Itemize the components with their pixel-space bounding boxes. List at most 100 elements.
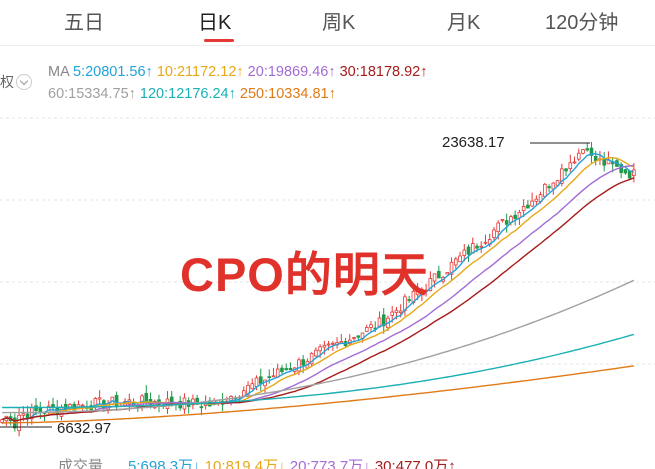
candle-body bbox=[258, 376, 263, 384]
candle-body bbox=[339, 341, 344, 344]
tab-monthly-k[interactable]: 月K bbox=[447, 12, 481, 34]
candle-body bbox=[593, 155, 598, 162]
candle-body bbox=[297, 359, 301, 372]
volume-values: 5:698.3万↓ 10:819.4万↓ 20:773.7万↓ 30:477.0… bbox=[128, 455, 456, 469]
candle-body bbox=[589, 147, 594, 156]
overlay-title: CPO的明天 bbox=[180, 248, 429, 301]
tab-120-min[interactable]: 120分钟 bbox=[545, 12, 619, 34]
candle-body bbox=[572, 161, 577, 164]
candle-body bbox=[500, 218, 505, 221]
min-price-label: 6632.97 bbox=[57, 420, 112, 437]
active-tab-indicator bbox=[204, 39, 234, 42]
candle-body bbox=[496, 222, 500, 233]
tab-divider bbox=[0, 45, 655, 46]
tab-weekly-k[interactable]: 周K bbox=[322, 12, 356, 34]
volume-value-1: 10:819.4万↓ bbox=[204, 458, 290, 469]
candle-body bbox=[314, 349, 318, 357]
ma-value-2: 250:10334.81↑ bbox=[235, 86, 336, 102]
candle-body bbox=[530, 200, 534, 207]
candle-body bbox=[199, 406, 204, 409]
candle-body bbox=[301, 359, 305, 366]
candle-body bbox=[309, 352, 314, 365]
ma-line-ma5 bbox=[1, 153, 635, 422]
adjust-selector-label[interactable]: 权 bbox=[0, 74, 14, 90]
candle-body bbox=[632, 169, 636, 177]
candle-body bbox=[445, 271, 450, 275]
ma-line-ma120 bbox=[2, 333, 635, 409]
candle-body bbox=[51, 404, 55, 408]
candle-body bbox=[398, 310, 403, 313]
candle-body bbox=[318, 346, 322, 352]
volume-value-3: 30:477.0万↑ bbox=[374, 458, 456, 469]
ma-value-1: 120:12176.24↑ bbox=[135, 86, 236, 102]
candle-body bbox=[458, 255, 462, 263]
candle-body bbox=[513, 214, 517, 219]
candle-body bbox=[97, 397, 102, 400]
candle-body bbox=[568, 162, 573, 170]
candle-body bbox=[585, 148, 590, 151]
candle-body bbox=[610, 162, 615, 165]
candle-body bbox=[34, 405, 38, 411]
ma-line-ma60 bbox=[2, 279, 635, 414]
candle-body bbox=[475, 245, 479, 249]
candle-body bbox=[534, 198, 539, 202]
candle-body bbox=[483, 241, 488, 244]
candle-body bbox=[288, 368, 293, 371]
candle-body bbox=[564, 168, 568, 172]
candle-body bbox=[437, 270, 441, 279]
ma-values-row-2: 60:15334.75↑ 120:12176.24↑ 250:10334.81↑ bbox=[48, 86, 336, 102]
candle-body bbox=[280, 367, 284, 373]
candle-body bbox=[526, 204, 530, 209]
candle-body bbox=[254, 377, 259, 387]
candle-body bbox=[627, 170, 632, 179]
candle-body bbox=[543, 183, 547, 197]
ma-line-ma10 bbox=[1, 156, 635, 422]
candle-body bbox=[576, 152, 581, 160]
ma-line-ma250 bbox=[2, 365, 634, 424]
candle-body bbox=[560, 168, 564, 184]
candle-body bbox=[479, 245, 484, 248]
ma-line-ma20 bbox=[1, 164, 635, 422]
tab-five-day[interactable]: 五日 bbox=[64, 12, 104, 34]
candle-body bbox=[407, 299, 411, 302]
candle-body bbox=[581, 149, 585, 154]
ma-value-1: 10:21172.12↑ bbox=[152, 64, 244, 80]
chevron-down-icon[interactable] bbox=[16, 74, 32, 90]
candle-body bbox=[381, 314, 386, 327]
candle-body bbox=[284, 368, 288, 371]
volume-value-2: 20:773.7万↓ bbox=[289, 458, 375, 469]
candle-body bbox=[0, 419, 4, 423]
candle-body bbox=[21, 413, 26, 416]
volume-label: 成交量 bbox=[58, 458, 104, 469]
ma-legend-row-2: 60:15334.75↑ 120:12176.24↑ 250:10334.81↑ bbox=[48, 86, 336, 102]
candle-body bbox=[331, 342, 335, 345]
candle-body bbox=[521, 205, 526, 212]
candle-body bbox=[390, 311, 394, 316]
ma-legend-row-1: MA 5:20801.56↑ 10:21172.12↑ 20:19869.46↑… bbox=[48, 64, 428, 80]
candle-body bbox=[602, 159, 606, 166]
period-tabs: 五日 日K 周K 月K 120分钟 bbox=[0, 0, 655, 44]
ma-values-row-1: 5:20801.56↑ 10:21172.12↑ 20:19869.46↑ 30… bbox=[73, 64, 428, 80]
candle-body bbox=[623, 169, 628, 174]
candle-body bbox=[352, 337, 356, 339]
candle-body bbox=[267, 376, 272, 379]
candle-body bbox=[322, 344, 327, 348]
ma-value-2: 20:19869.46↑ bbox=[243, 64, 336, 80]
candle-body bbox=[428, 278, 433, 292]
max-price-label: 23638.17 bbox=[442, 134, 505, 151]
volume-value-0: 5:698.3万↓ bbox=[128, 458, 205, 469]
candle-body bbox=[415, 290, 420, 296]
tab-daily-k[interactable]: 日K bbox=[198, 12, 232, 34]
candle-body bbox=[356, 335, 361, 338]
candle-body bbox=[466, 246, 471, 255]
candle-body bbox=[394, 309, 399, 313]
candle-body bbox=[25, 413, 30, 419]
candle-body bbox=[462, 249, 467, 256]
candle-body bbox=[364, 327, 369, 332]
volume-legend: 成交量 5:698.3万↓ 10:819.4万↓ 20:773.7万↓ 30:4… bbox=[0, 453, 655, 469]
candle-body bbox=[492, 229, 496, 238]
candle-body bbox=[326, 343, 331, 346]
candle-body bbox=[547, 186, 551, 189]
candle-body bbox=[453, 258, 458, 266]
